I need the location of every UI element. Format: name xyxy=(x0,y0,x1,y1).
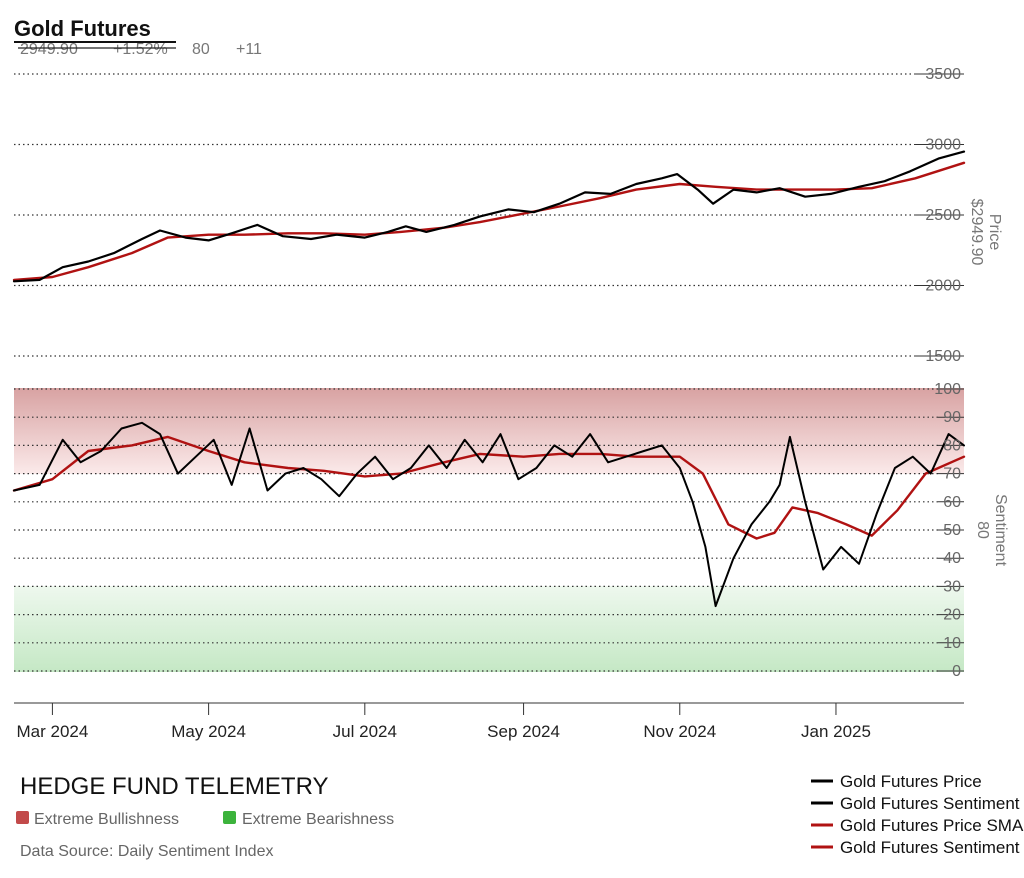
axis-layer: 1500 2000 2500 3000 3500 0 10 20 30 40 50 60 70 80 90 1… xyxy=(14,66,964,741)
x-tick-label: Nov 2024 xyxy=(643,722,716,741)
x-tick-label: Mar 2024 xyxy=(16,722,88,741)
sentiment-tick-label: 0 xyxy=(952,663,961,680)
legend-bull-swatch xyxy=(16,811,29,824)
legend-bull-label: Extreme Bullishness xyxy=(34,811,179,828)
sentiment-tick-label: 80 xyxy=(943,437,961,454)
sentiment-axis-value: 80 xyxy=(974,521,991,539)
sentiment-tick-label: 90 xyxy=(943,409,961,426)
sentiment-tick-label: 100 xyxy=(934,381,961,398)
series-layer xyxy=(12,150,966,608)
x-tick-label: Jan 2025 xyxy=(801,722,871,741)
header-price: 2949.90 xyxy=(20,41,78,58)
sentiment-tick-label: 40 xyxy=(943,550,961,567)
price-axis-title: Price $2949.90 xyxy=(968,199,1003,266)
brand-text: HEDGE FUND TELEMETRY xyxy=(20,773,329,800)
data-source: Data Source: Daily Sentiment Index xyxy=(20,843,273,860)
extreme-bearishness-zone xyxy=(14,586,964,672)
price-tick-label: 1500 xyxy=(925,348,961,365)
sentiment-line xyxy=(13,421,965,608)
header-sentiment: 80 xyxy=(192,41,210,58)
price-sma-line xyxy=(12,161,966,282)
price-line xyxy=(12,150,966,283)
legend-item-label: Gold Futures Price xyxy=(840,772,982,791)
x-tick-label: May 2024 xyxy=(171,722,246,741)
sentiment-axis-title: Sentiment 80 xyxy=(974,494,1009,567)
x-tick-label: Sep 2024 xyxy=(487,722,560,741)
x-tick-label: Jul 2024 xyxy=(333,722,397,741)
price-tick-label: 2500 xyxy=(925,207,961,224)
legend-bear-label: Extreme Bearishness xyxy=(242,811,394,828)
header-sentiment-change: +11 xyxy=(236,41,262,58)
legend-item-label: Gold Futures Sentiment SMA xyxy=(840,838,1024,857)
price-axis-value: $2949.90 xyxy=(968,199,985,266)
price-axis-label: Price xyxy=(986,214,1003,251)
price-tick-label: 3500 xyxy=(925,66,961,83)
price-tick-label: 2000 xyxy=(925,278,961,295)
sentiment-tick-label: 60 xyxy=(943,494,961,511)
sentiment-tick-label: 20 xyxy=(943,607,961,624)
sentiment-tick-label: 10 xyxy=(943,635,961,652)
grid-layer xyxy=(14,73,964,672)
legend: Gold Futures Price Gold Futures Sentiment… xyxy=(811,772,1024,857)
sentiment-tick-label: 30 xyxy=(943,578,961,595)
sentiment-tick-label: 50 xyxy=(943,522,961,539)
legend-bear-swatch xyxy=(223,811,236,824)
sentiment-tick-label: 70 xyxy=(943,466,961,483)
price-tick-label: 3000 xyxy=(925,137,961,154)
sentiment-axis-label: Sentiment xyxy=(992,494,1009,567)
chart-title: Gold Futures xyxy=(14,16,151,41)
legend-item-label: Gold Futures Price SMA xyxy=(840,816,1024,835)
legend-item-label: Gold Futures Sentiment xyxy=(840,794,1020,813)
header-change-pct: +1.52% xyxy=(113,41,168,58)
sentiment-sma-line xyxy=(12,435,966,540)
